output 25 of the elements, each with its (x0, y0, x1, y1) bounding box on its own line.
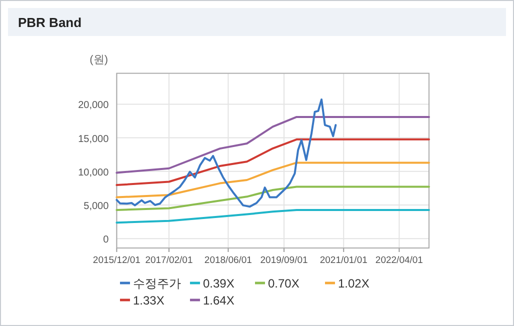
x-tick-label: 2021/01/01 (320, 255, 368, 266)
y-tick-label: 20,000 (78, 100, 110, 112)
legend-label: 1.33X (133, 294, 164, 308)
x-tick-label: 2019/09/01 (260, 255, 308, 266)
legend-label: 1.64X (203, 294, 234, 308)
y-axis-title: (원) (90, 54, 108, 66)
line-series (116, 116, 430, 174)
line-series (116, 162, 430, 198)
y-tick-label: 15,000 (78, 134, 110, 145)
x-tick-label: 2015/12/01 (92, 255, 140, 266)
legend-label: 수정주가 (133, 276, 181, 290)
y-tick-label: 5,000 (84, 200, 110, 212)
y-tick-label: 10,000 (78, 167, 110, 178)
x-tick-label: 2022/04/01 (375, 255, 423, 266)
legend-label: 0.70X (268, 276, 300, 290)
line-series (116, 138, 430, 186)
x-tick-label: 2017/02/01 (145, 255, 193, 266)
line-series (116, 208, 430, 224)
legend-label: 1.02X (338, 276, 370, 290)
x-tick-label: 2018/06/01 (204, 255, 252, 266)
chart-title: PBR Band (18, 15, 82, 30)
legend-label: 0.39X (203, 276, 234, 290)
y-tick-label: 0 (103, 234, 110, 246)
line-series (116, 186, 430, 211)
line-series (116, 98, 337, 208)
